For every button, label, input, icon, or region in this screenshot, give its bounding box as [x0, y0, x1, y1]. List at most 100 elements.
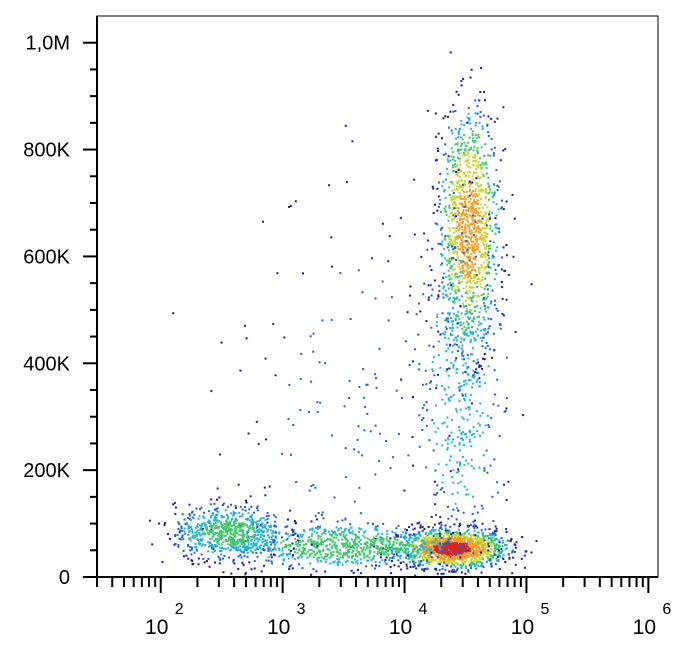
event-point — [467, 326, 470, 329]
event-point — [411, 360, 414, 363]
event-point — [425, 556, 427, 559]
event-point — [470, 297, 473, 300]
event-point — [254, 542, 257, 545]
event-point — [486, 288, 489, 291]
event-point — [446, 547, 449, 549]
event-point — [473, 530, 476, 532]
event-point — [362, 546, 365, 549]
event-point — [462, 197, 465, 200]
event-point — [463, 182, 466, 185]
event-point — [460, 546, 463, 548]
event-point — [380, 541, 383, 544]
event-point — [357, 545, 360, 548]
event-point — [191, 510, 194, 513]
event-point — [462, 551, 465, 554]
event-point — [474, 202, 477, 205]
event-point — [435, 404, 437, 407]
event-point — [466, 372, 469, 375]
event-point — [450, 565, 453, 568]
event-point — [375, 386, 378, 389]
event-point — [500, 281, 503, 283]
event-point — [450, 544, 453, 547]
event-point — [462, 542, 465, 545]
event-point — [332, 553, 334, 556]
event-point — [234, 504, 237, 507]
event-point — [348, 548, 351, 551]
event-point — [344, 517, 347, 520]
event-point — [417, 560, 420, 563]
event-point — [440, 572, 443, 575]
event-point — [467, 542, 470, 545]
event-point — [468, 289, 471, 292]
event-point — [246, 551, 249, 554]
event-point — [344, 544, 347, 547]
event-point — [469, 270, 472, 273]
event-point — [462, 555, 465, 558]
event-point — [460, 234, 463, 236]
event-point — [467, 207, 470, 210]
event-point — [181, 513, 184, 516]
event-point — [491, 541, 493, 544]
event-point — [209, 542, 212, 544]
event-point — [437, 535, 440, 538]
event-point — [326, 544, 329, 547]
event-point — [444, 289, 447, 292]
event-point — [473, 257, 476, 260]
event-point — [412, 464, 414, 467]
event-point — [473, 550, 476, 553]
event-point — [492, 241, 495, 244]
event-point — [406, 567, 409, 570]
event-point — [382, 538, 385, 541]
event-point — [247, 540, 250, 543]
event-point — [444, 559, 447, 562]
event-point — [207, 519, 210, 522]
event-point — [239, 554, 242, 557]
event-point — [453, 218, 456, 221]
event-point — [473, 373, 476, 376]
event-point — [394, 551, 397, 553]
event-point — [467, 240, 470, 243]
event-point — [473, 436, 476, 439]
event-point — [420, 255, 423, 258]
event-point — [312, 484, 315, 486]
event-point — [466, 307, 469, 310]
event-point — [291, 567, 294, 570]
event-point — [467, 379, 470, 382]
event-point — [445, 328, 448, 331]
event-point — [482, 316, 485, 319]
event-point — [407, 454, 410, 457]
event-point — [473, 337, 476, 339]
event-point — [454, 297, 457, 300]
event-point — [234, 525, 237, 528]
event-point — [448, 278, 451, 281]
event-point — [448, 399, 451, 402]
event-point — [490, 540, 493, 543]
event-point — [505, 200, 508, 203]
event-point — [468, 155, 471, 158]
event-point — [471, 319, 474, 322]
event-point — [496, 481, 499, 484]
event-point — [493, 551, 496, 554]
event-point — [487, 550, 490, 553]
event-point — [429, 532, 432, 535]
event-point — [459, 341, 462, 344]
event-point — [439, 199, 442, 201]
event-point — [448, 186, 451, 189]
event-point — [494, 226, 497, 229]
event-point — [368, 556, 371, 559]
event-point — [267, 546, 270, 549]
event-point — [369, 430, 372, 433]
event-point — [269, 529, 272, 532]
event-point — [436, 547, 439, 550]
event-point — [453, 531, 456, 534]
event-point — [253, 511, 255, 514]
event-point — [481, 553, 484, 556]
event-point — [456, 237, 459, 240]
event-point — [464, 223, 467, 226]
event-point — [288, 205, 290, 208]
event-point — [493, 458, 496, 461]
event-point — [451, 240, 454, 243]
event-point — [462, 544, 465, 546]
event-point — [460, 347, 463, 350]
event-point — [412, 548, 414, 551]
